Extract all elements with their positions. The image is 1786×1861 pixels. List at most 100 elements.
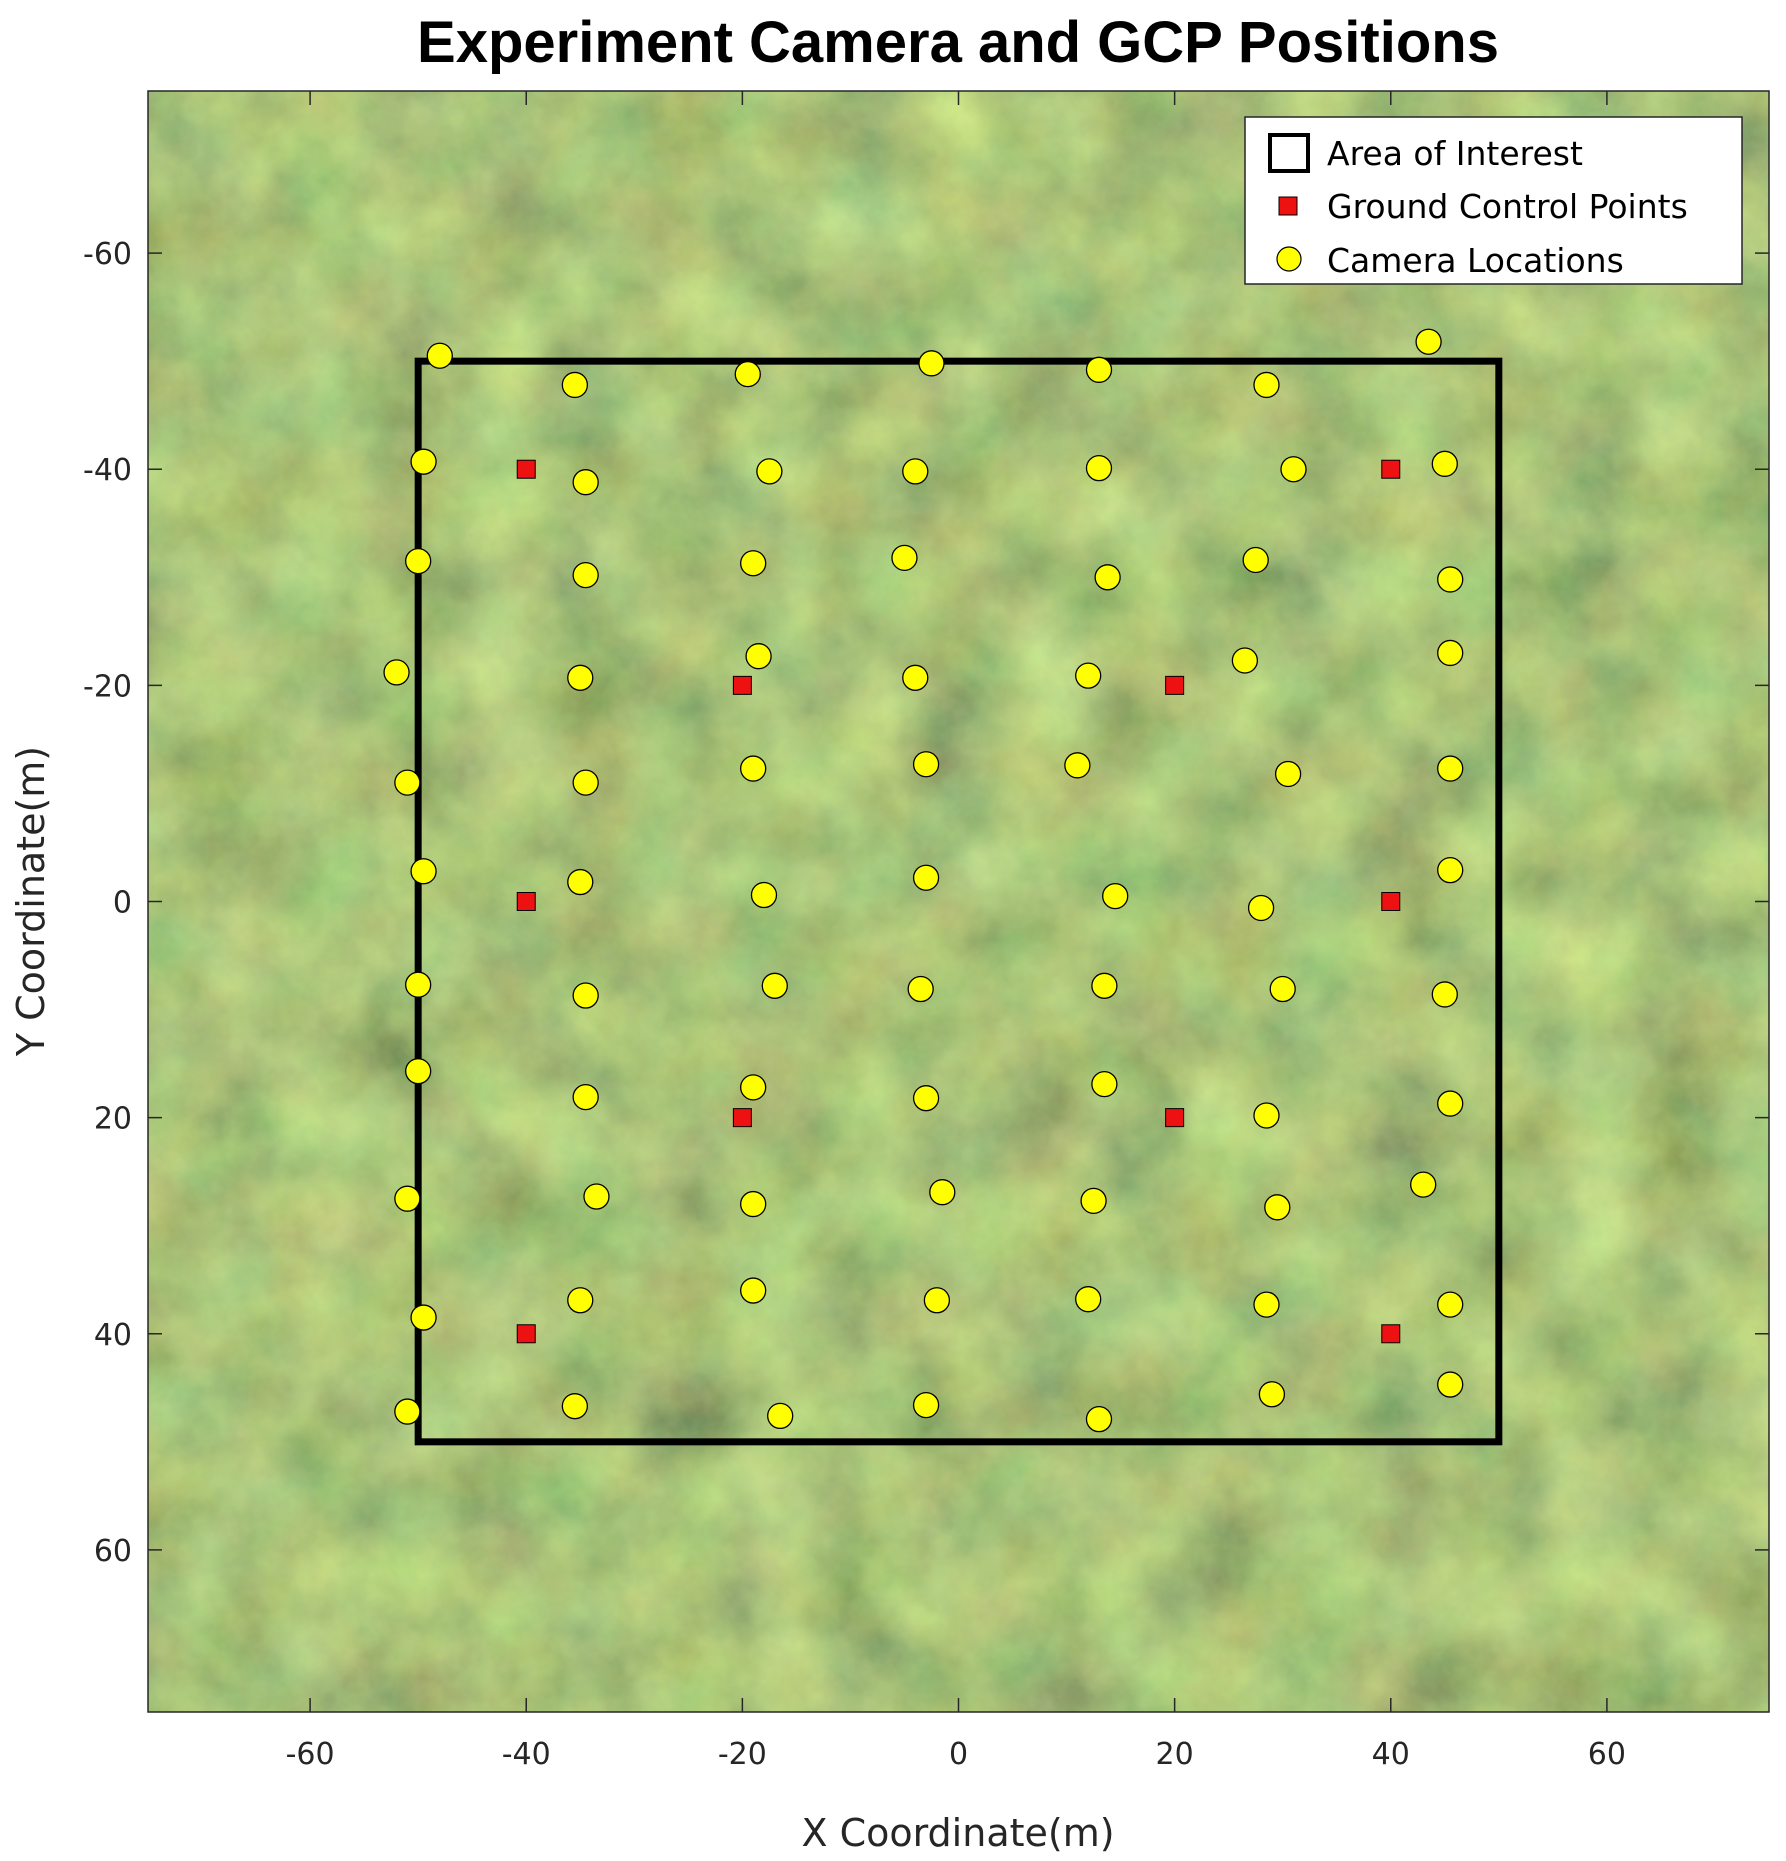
legend-camera-label: Camera Locations <box>1327 241 1624 280</box>
chart-title: Experiment Camera and GCP Positions <box>417 10 1499 75</box>
camera-marker <box>383 659 410 686</box>
camera-marker <box>1437 1090 1464 1117</box>
camera-marker <box>1437 639 1464 667</box>
camera-marker <box>902 458 929 485</box>
camera-marker <box>410 858 437 885</box>
camera-marker <box>1085 455 1113 482</box>
y-tick-label: 40 <box>94 1318 132 1353</box>
camera-marker <box>1415 328 1442 355</box>
x-tick-label: -20 <box>718 1737 767 1772</box>
camera-marker <box>1269 975 1296 1003</box>
legend-box <box>1244 116 1743 285</box>
gcp-marker <box>1381 459 1401 479</box>
gcp-marker <box>732 1108 752 1128</box>
camera-marker <box>1102 882 1129 910</box>
camera-marker <box>1247 894 1275 922</box>
area-of-interest-rect <box>414 357 1503 1446</box>
camera-marker <box>1410 1171 1437 1198</box>
gcp-marker <box>1165 1108 1185 1128</box>
camera-marker <box>405 547 432 575</box>
y-tick-label: -60 <box>83 237 132 272</box>
data-marks <box>383 328 1503 1446</box>
camera-marker <box>572 561 599 589</box>
camera-marker <box>1437 566 1464 593</box>
y-tick-label: 20 <box>94 1102 132 1137</box>
camera-marker <box>740 755 767 782</box>
camera-marker <box>572 982 599 1009</box>
y-tick-label: -40 <box>83 453 132 488</box>
camera-marker <box>1431 981 1458 1008</box>
camera-marker <box>1431 450 1458 477</box>
camera-marker <box>394 1398 421 1425</box>
camera-marker <box>1437 1371 1464 1398</box>
gcp-marker <box>732 675 752 695</box>
x-axis-label: X Coordinate(m) <box>801 1811 1114 1855</box>
camera-marker <box>1437 1291 1464 1318</box>
legend-gcp-swatch <box>1278 196 1298 216</box>
camera-marker <box>410 448 437 475</box>
camera-marker <box>405 971 432 998</box>
camera-marker <box>912 1085 940 1112</box>
y-axis-ticks: -60 -40 -20 0 20 40 60 <box>83 237 1769 1569</box>
camera-marker <box>1437 857 1464 884</box>
camera-marker <box>761 972 788 999</box>
camera-marker <box>1264 1194 1291 1221</box>
camera-marker <box>1075 662 1102 689</box>
camera-marker <box>1253 1291 1280 1318</box>
camera-marker <box>1253 1102 1280 1129</box>
legend-gcp-label: Ground Control Points <box>1327 187 1688 226</box>
camera-marker <box>1094 564 1121 591</box>
camera-marker <box>426 342 453 369</box>
camera-marker <box>410 1304 437 1331</box>
camera-marker <box>561 371 589 399</box>
y-tick-label: 60 <box>94 1534 132 1569</box>
camera-marker <box>1085 1405 1113 1433</box>
camera-marker <box>740 1074 767 1101</box>
camera-marker <box>734 360 761 388</box>
camera-marker <box>567 664 594 691</box>
camera-marker <box>1085 356 1113 383</box>
aerial-fine-texture <box>148 91 1769 1712</box>
camera-marker <box>572 769 599 796</box>
camera-marker <box>756 458 783 485</box>
legend-aoi-swatch <box>1268 133 1310 173</box>
camera-marker <box>1280 456 1307 483</box>
camera-marker <box>572 1083 599 1111</box>
camera-marker <box>583 1183 610 1210</box>
camera-marker <box>907 975 934 1003</box>
x-tick-label: 0 <box>949 1737 968 1772</box>
gcp-marker <box>516 459 536 479</box>
legend-aoi-label: Area of Interest <box>1327 134 1583 173</box>
y-tick-label: -20 <box>83 669 132 704</box>
y-tick-label: 0 <box>113 886 132 921</box>
y-axis-label: Y Coordinate(m) <box>9 746 53 1057</box>
camera-marker <box>918 350 945 377</box>
gcp-marker <box>1165 675 1185 695</box>
gcp-marker <box>516 1324 536 1344</box>
camera-marker <box>394 1185 421 1212</box>
legend-camera-swatch <box>1276 246 1302 272</box>
gcp-marker <box>1381 892 1401 911</box>
camera-marker <box>394 769 421 796</box>
camera-marker <box>1253 371 1280 399</box>
camera-marker <box>405 1058 432 1085</box>
x-axis-ticks: -60 -40 -20 0 20 40 60 <box>286 91 1626 1772</box>
camera-marker <box>912 1391 940 1419</box>
camera-marker <box>1064 752 1091 779</box>
camera-marker <box>1075 1286 1102 1313</box>
camera-marker <box>929 1179 956 1206</box>
camera-marker <box>912 751 940 778</box>
camera-marker <box>1274 760 1302 788</box>
gcp-marker <box>1381 1324 1401 1344</box>
x-tick-label: 40 <box>1372 1737 1410 1772</box>
camera-marker <box>1231 647 1259 674</box>
camera-marker <box>740 550 767 577</box>
camera-marker <box>740 1190 767 1218</box>
camera-marker <box>1437 755 1464 782</box>
camera-marker <box>572 469 599 496</box>
camera-marker <box>891 544 918 571</box>
camera-marker <box>750 881 778 909</box>
camera-marker <box>561 1393 589 1420</box>
x-tick-label: -40 <box>502 1737 551 1772</box>
